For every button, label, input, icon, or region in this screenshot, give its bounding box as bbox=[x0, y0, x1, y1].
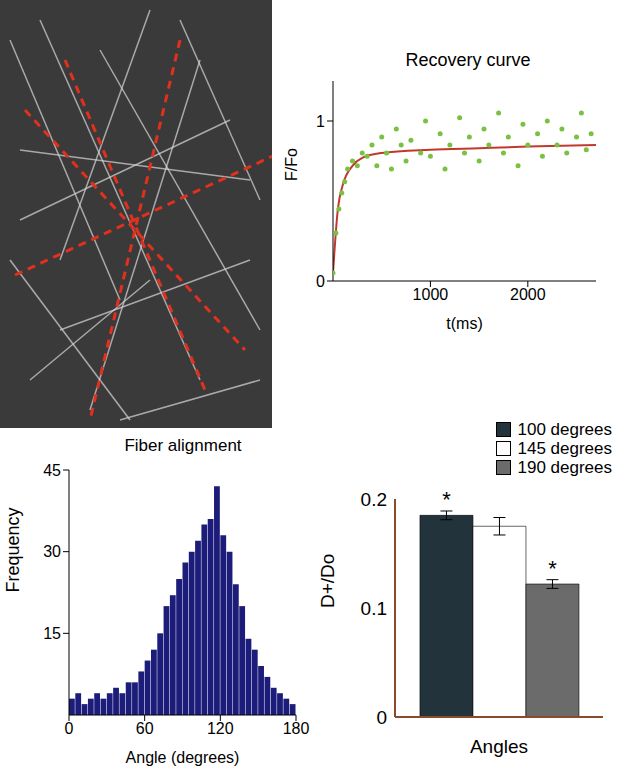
svg-text:0.2: 0.2 bbox=[361, 489, 387, 510]
svg-text:Angles: Angles bbox=[470, 736, 528, 757]
svg-text:Angle (degrees): Angle (degrees) bbox=[126, 749, 240, 766]
svg-text:30: 30 bbox=[43, 543, 61, 560]
svg-text:D+/Do: D+/Do bbox=[318, 554, 338, 608]
svg-text:180: 180 bbox=[283, 720, 310, 737]
svg-text:0: 0 bbox=[316, 273, 325, 290]
html-text:190 degrees: 190 degrees bbox=[517, 458, 612, 477]
svg-text:0.1: 0.1 bbox=[361, 598, 387, 619]
svg-text:2000: 2000 bbox=[510, 286, 546, 303]
html-text:Recovery curve: Recovery curve bbox=[405, 50, 531, 70]
html-text:145 degrees: 145 degrees bbox=[517, 439, 612, 458]
svg-text:15: 15 bbox=[43, 625, 61, 642]
svg-text:1000: 1000 bbox=[413, 286, 449, 303]
svg-text:0: 0 bbox=[376, 707, 387, 728]
html-text:Fiber alignment: Fiber alignment bbox=[124, 436, 242, 455]
svg-text:120: 120 bbox=[207, 720, 234, 737]
html-text:100 degrees: 100 degrees bbox=[517, 420, 612, 439]
svg-text:t(ms): t(ms) bbox=[446, 315, 482, 332]
svg-text:45: 45 bbox=[43, 462, 61, 479]
svg-text:Frequency: Frequency bbox=[3, 507, 23, 592]
svg-text:60: 60 bbox=[136, 720, 154, 737]
svg-text:F/Fo: F/Fo bbox=[283, 148, 300, 181]
svg-text:*: * bbox=[442, 487, 451, 512]
svg-text:0: 0 bbox=[65, 720, 74, 737]
svg-text:*: * bbox=[548, 556, 557, 581]
svg-text:1: 1 bbox=[316, 113, 325, 130]
